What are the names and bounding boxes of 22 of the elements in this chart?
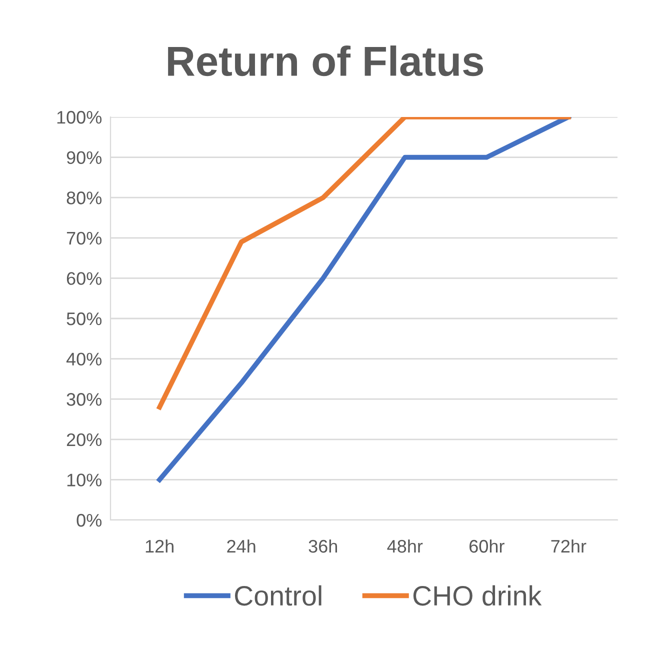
y-tick-label: 60%: [66, 272, 102, 285]
chart-title: Return of Flatus: [168, 46, 484, 76]
y-tick-label: 50%: [66, 312, 102, 326]
y-tick-label: 80%: [66, 192, 102, 204]
y-tick-label: 40%: [66, 352, 102, 366]
y-tick-label: 30%: [66, 393, 102, 406]
line-series: [157, 117, 571, 410]
x-tick-label: 72hr: [551, 539, 586, 553]
x-tick-label: 12h: [146, 539, 174, 553]
y-tick-label: 20%: [66, 433, 102, 446]
x-tick-label: 48hr: [387, 539, 423, 553]
y-tick-label: 90%: [66, 151, 102, 164]
y-tick-label: 0%: [76, 514, 102, 527]
line-series: [157, 117, 571, 482]
y-tick-label: 10%: [67, 474, 102, 486]
y-tick-label: 100%: [57, 110, 102, 124]
legend-label: Control: [234, 585, 322, 606]
x-tick-label: 60hr: [470, 539, 504, 553]
x-tick-label: 24h: [227, 539, 256, 553]
y-tick-label: 70%: [66, 232, 102, 245]
x-tick-label: 36h: [308, 539, 338, 553]
legend-label: CHO drink: [413, 585, 542, 606]
